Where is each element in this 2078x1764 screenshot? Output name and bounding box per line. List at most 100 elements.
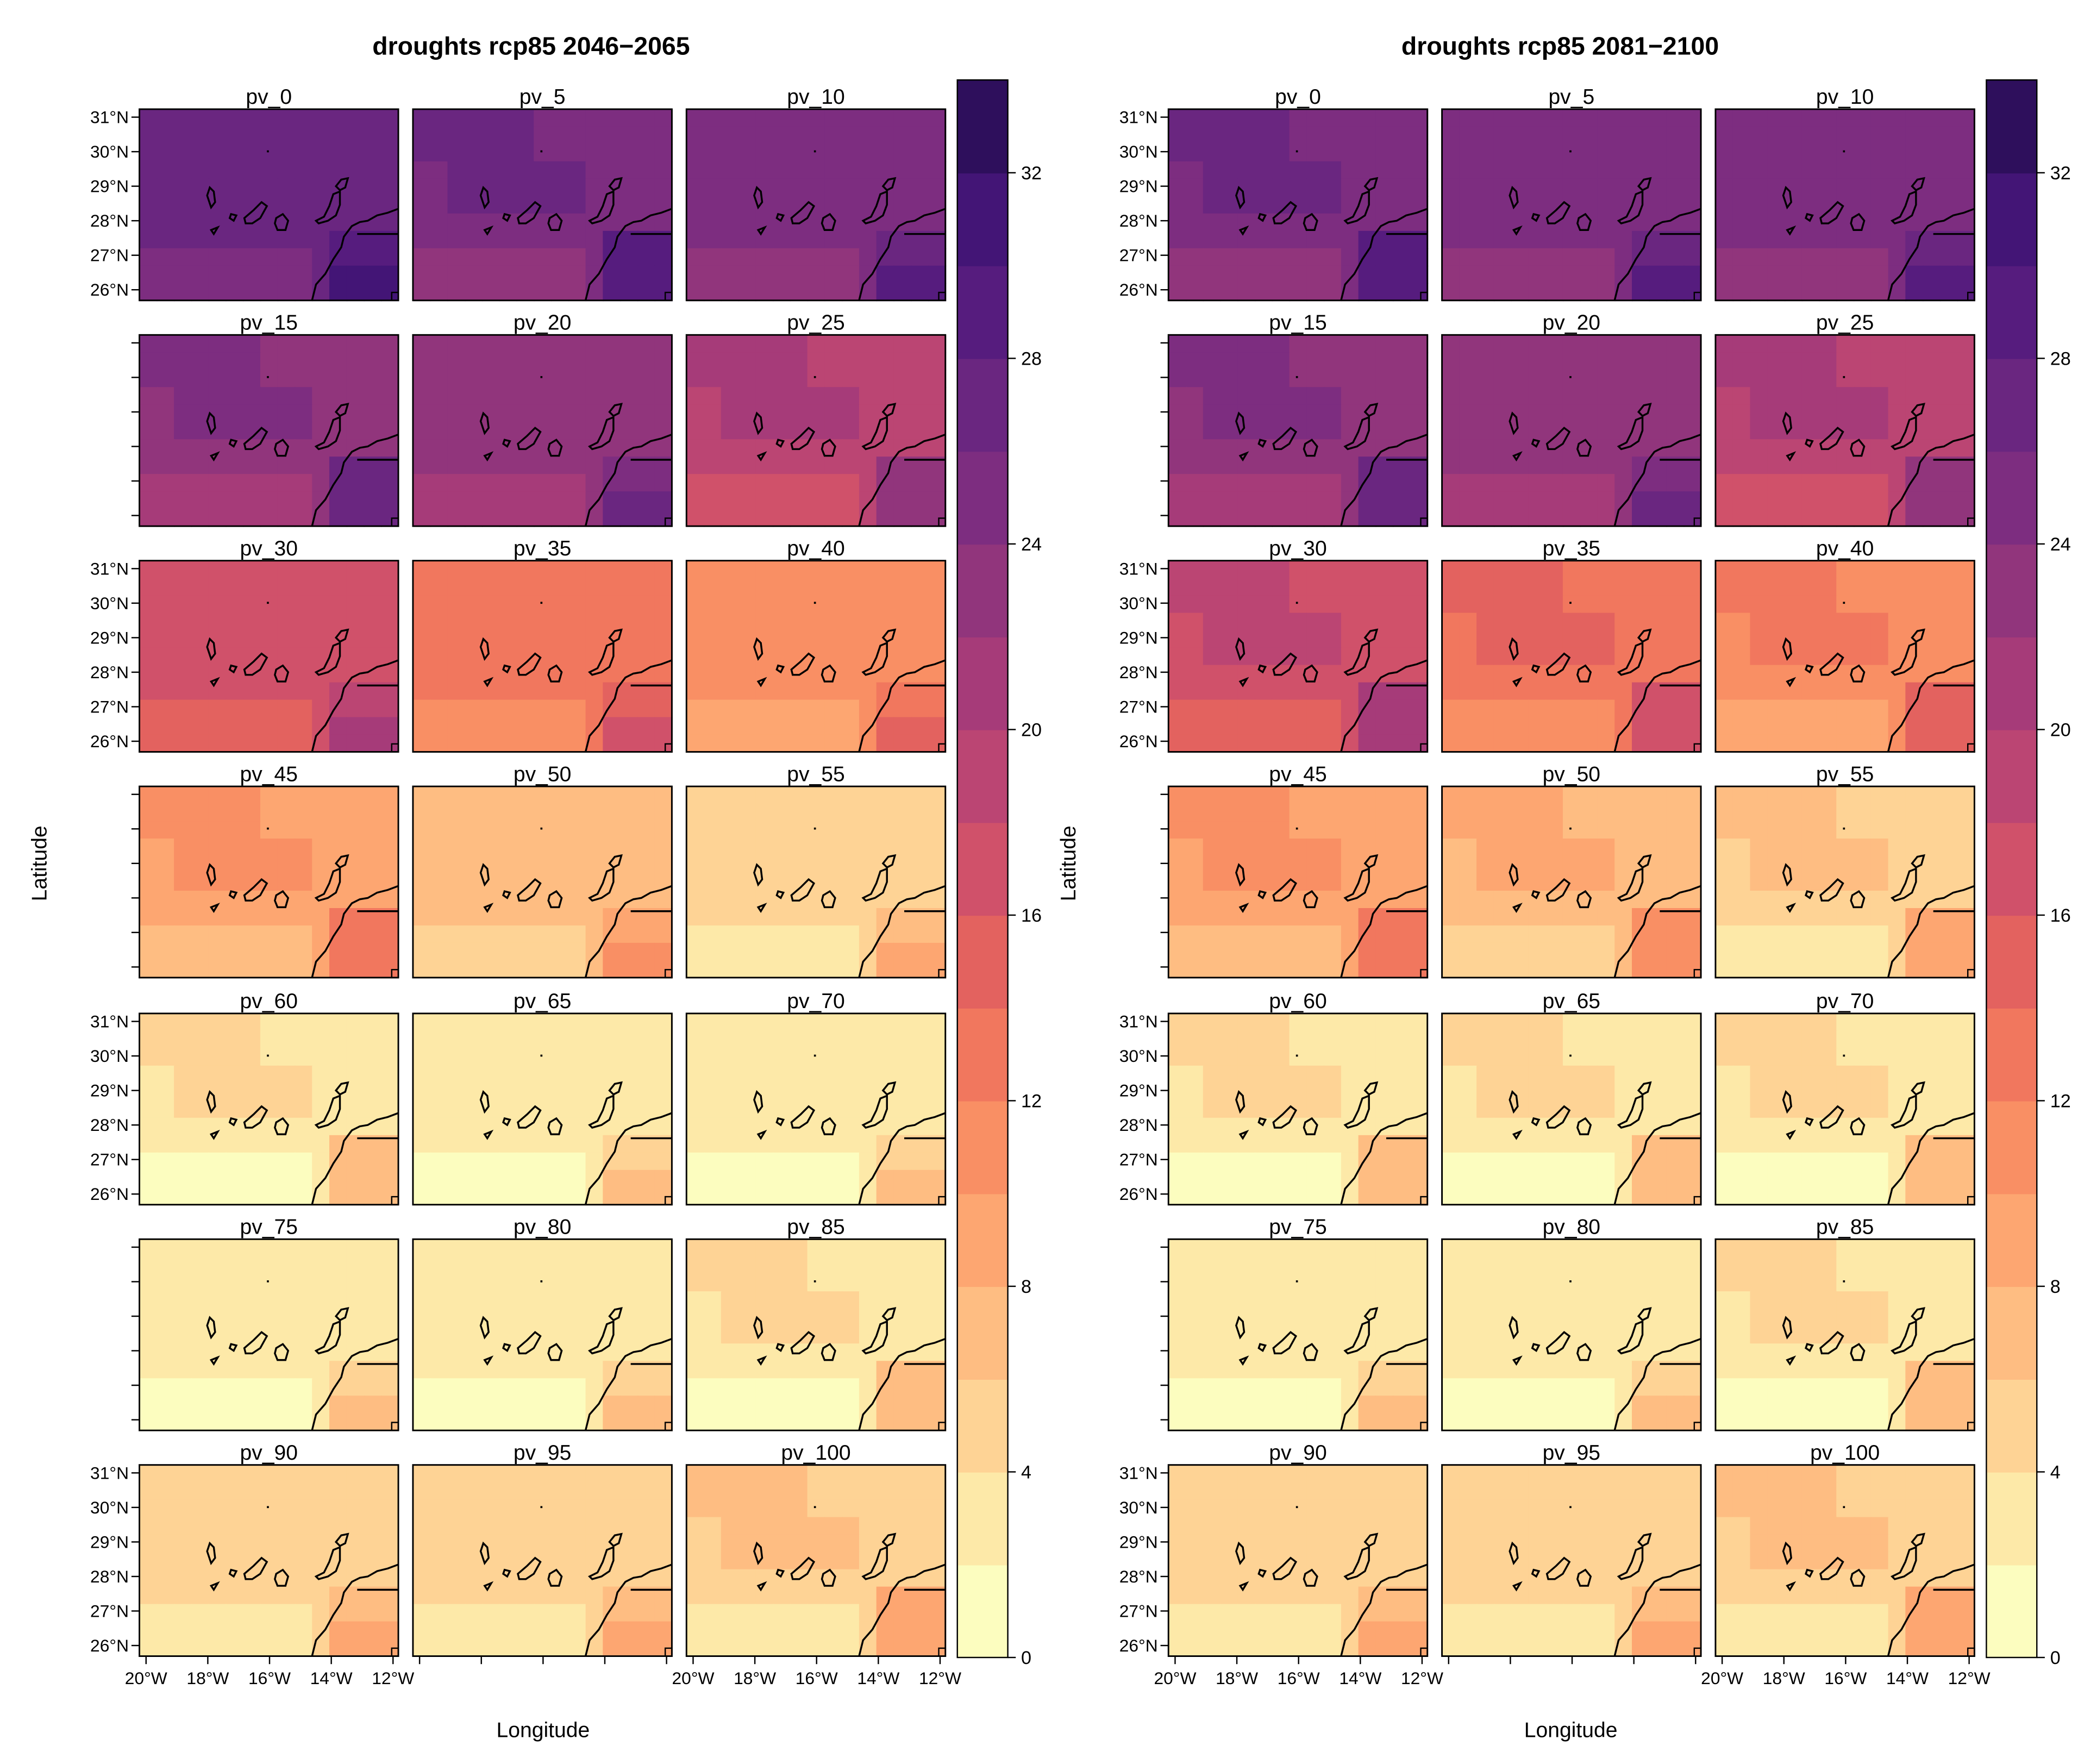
- heatmap-cell: [928, 1343, 947, 1362]
- heatmap-cell: [568, 1135, 587, 1154]
- heatmap-cell: [481, 335, 500, 353]
- heatmap-cell: [430, 1638, 448, 1657]
- heatmap-cell: [1186, 265, 1204, 284]
- heatmap-cell: [551, 422, 569, 440]
- heatmap-cell: [738, 161, 756, 180]
- heatmap-cell: [1511, 196, 1529, 215]
- heatmap-cell: [1459, 404, 1478, 423]
- heatmap-cell: [893, 560, 912, 579]
- heatmap-cell: [603, 1187, 621, 1206]
- heatmap-cell: [243, 1604, 261, 1623]
- colorbar-tick-label: 12: [1021, 1091, 1042, 1112]
- heatmap-cell: [481, 1552, 500, 1571]
- heatmap-cell: [551, 786, 569, 805]
- heatmap-cell: [1649, 161, 1667, 180]
- heatmap-cell: [1186, 422, 1204, 440]
- heatmap-cell: [260, 856, 279, 874]
- heatmap-cell: [277, 370, 296, 388]
- heatmap-cell: [824, 1552, 843, 1571]
- heatmap-cell: [447, 1361, 466, 1379]
- heatmap-cell: [807, 335, 825, 353]
- heatmap-cell: [346, 1517, 365, 1536]
- heatmap-cell: [637, 1100, 656, 1119]
- island-outline: [821, 1568, 836, 1587]
- heatmap-cell: [755, 1083, 774, 1102]
- heatmap-cell: [585, 1065, 604, 1084]
- heatmap-cell: [191, 1013, 210, 1032]
- panel-title: pv_70: [787, 990, 844, 1013]
- heatmap-cell: [790, 404, 809, 423]
- y-tick-label: 29°N: [90, 628, 129, 647]
- heatmap-cell: [637, 804, 656, 822]
- heatmap-cell: [1442, 439, 1460, 458]
- heatmap-cell: [911, 248, 929, 267]
- island-outline: [243, 1331, 268, 1355]
- heatmap-cell: [1459, 456, 1478, 475]
- heatmap-cell: [208, 1169, 227, 1188]
- heatmap-cell: [1649, 335, 1667, 353]
- panel-title: pv_45: [240, 762, 298, 786]
- heatmap-cell: [842, 370, 860, 388]
- heatmap-cell: [755, 612, 774, 631]
- heatmap-cell: [157, 283, 175, 302]
- heatmap-cell: [1237, 196, 1256, 215]
- heatmap-cell: [686, 1586, 705, 1605]
- heatmap-cell: [928, 1274, 947, 1292]
- heatmap-cell: [1905, 335, 1924, 353]
- heatmap-cell: [568, 196, 587, 215]
- heatmap-cell: [1493, 109, 1512, 128]
- heatmap-cell: [174, 335, 192, 353]
- heatmap-cell: [364, 1169, 382, 1188]
- heatmap-cell: [1358, 109, 1376, 128]
- heatmap-cell: [364, 647, 382, 666]
- heatmap-cell: [329, 942, 348, 961]
- heatmap-cell: [243, 1517, 261, 1536]
- heatmap-cell: [534, 1239, 552, 1258]
- heatmap-cell: [208, 1534, 227, 1553]
- heatmap-cell: [928, 560, 947, 579]
- heatmap-cell: [295, 1083, 313, 1102]
- heatmap-cell: [637, 1413, 656, 1431]
- heatmap-cell: [928, 630, 947, 649]
- heatmap-cell: [329, 265, 348, 284]
- heatmap-cell: [534, 1604, 552, 1623]
- heatmap-cell: [1272, 509, 1291, 527]
- heatmap-cell: [755, 1361, 774, 1379]
- heatmap-cell: [277, 925, 296, 944]
- heatmap-cell: [721, 1638, 740, 1657]
- heatmap-cell: [585, 839, 604, 857]
- heatmap-cell: [174, 109, 192, 128]
- heatmap-cell: [824, 1482, 843, 1501]
- heatmap-cell: [430, 491, 448, 510]
- heatmap-cell: [499, 612, 517, 631]
- heatmap-cell: [824, 1256, 843, 1275]
- heatmap-cell: [412, 960, 431, 979]
- heatmap-cell: [447, 839, 466, 857]
- heatmap-cell: [1888, 248, 1906, 267]
- heatmap-cell: [226, 1482, 244, 1501]
- heatmap-cell: [191, 1378, 210, 1397]
- heatmap-cell: [346, 1239, 365, 1258]
- heatmap-cell: [481, 1396, 500, 1414]
- heatmap-cell: [1750, 509, 1768, 527]
- heatmap-cell: [481, 1239, 500, 1258]
- heatmap-cell: [790, 786, 809, 805]
- panel-frame: [139, 108, 399, 302]
- heatmap-cell: [191, 717, 210, 736]
- heatmap-cell: [876, 1499, 894, 1518]
- heatmap-cell: [1939, 178, 1958, 197]
- heatmap-cell: [329, 1065, 348, 1084]
- heatmap-cell: [807, 1291, 825, 1310]
- heatmap-cell: [1819, 456, 1837, 475]
- heatmap-cell: [139, 717, 158, 736]
- heatmap-cell: [277, 248, 296, 267]
- heatmap-cell: [773, 456, 791, 475]
- heatmap-cell: [911, 1534, 929, 1553]
- heatmap-cell: [893, 942, 912, 961]
- heatmap-cell: [226, 1152, 244, 1171]
- heatmap-cell: [277, 1239, 296, 1258]
- heatmap-cell: [1306, 178, 1325, 197]
- heatmap-cell: [1870, 126, 1889, 145]
- island-outline: [228, 1568, 238, 1578]
- y-tick-label: 31°N: [90, 559, 129, 578]
